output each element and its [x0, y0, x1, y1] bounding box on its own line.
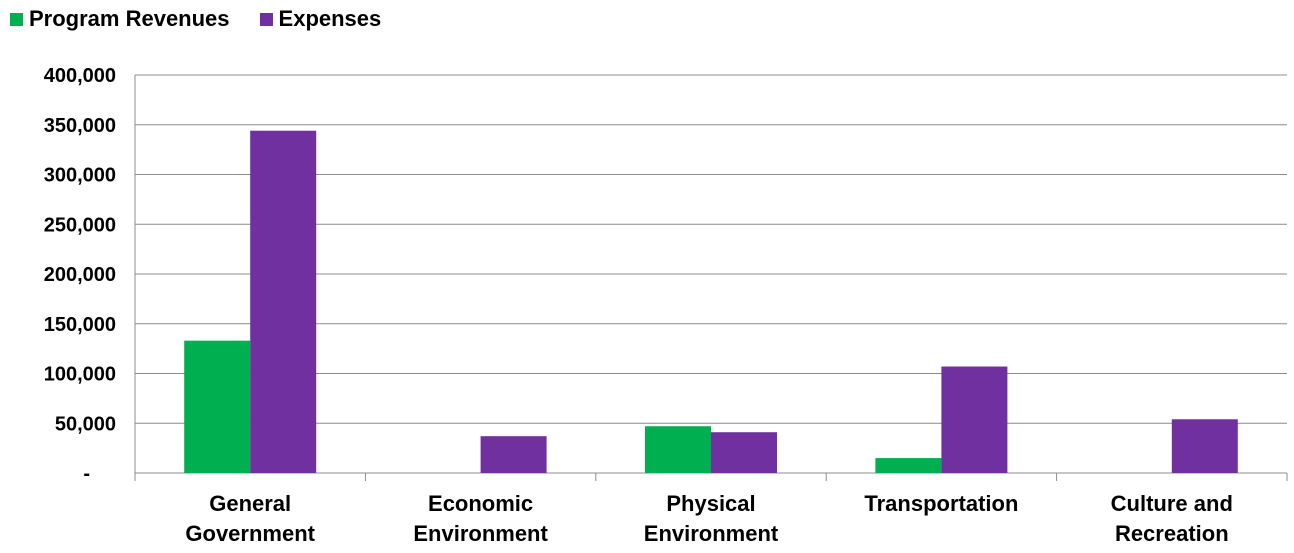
legend-item-expenses: Expenses	[259, 6, 382, 32]
y-tick-label: -	[83, 463, 90, 485]
x-tick-label-line: Economic	[428, 491, 533, 516]
x-tick-label-line: General	[209, 491, 291, 516]
y-tick-label: 300,000	[44, 165, 116, 187]
x-tick-label: Transportation	[864, 491, 1018, 516]
y-tick-label: 200,000	[44, 264, 116, 286]
bar-expenses	[480, 436, 547, 473]
legend-label-expenses: Expenses	[278, 6, 382, 31]
legend-swatch-expenses	[259, 12, 273, 26]
bar-expenses	[1171, 419, 1238, 473]
legend-swatch-program-revenues	[10, 12, 23, 26]
legend: Program Revenues Expenses	[10, 6, 411, 32]
bar-program-revenues	[645, 426, 711, 473]
x-tick-label: Culture and Recreation	[1111, 491, 1233, 546]
x-tick-label-line: Environment	[644, 521, 779, 546]
legend-item-program-revenues: Program Revenues	[10, 6, 230, 32]
bar-program-revenues	[184, 340, 251, 473]
x-tick-label-line: Recreation	[1115, 521, 1229, 546]
legend-label-program-revenues: Program Revenues	[29, 6, 230, 31]
y-tick-label: 400,000	[44, 65, 116, 87]
x-tick-label: Physical Environment	[644, 491, 779, 546]
x-tick-label-line: Transportation	[864, 491, 1018, 516]
bar-program-revenues	[875, 458, 942, 473]
x-tick-label: Economic Environment	[413, 491, 548, 546]
y-tick-label: 250,000	[44, 214, 116, 236]
bar-expenses	[250, 130, 317, 473]
x-tick-label-line: Government	[185, 521, 315, 546]
x-tick-label-line: Culture and	[1111, 491, 1233, 516]
x-tick-label: General Government	[185, 491, 315, 546]
y-tick-label: 100,000	[44, 364, 116, 386]
y-tick-label: 50,000	[55, 413, 116, 435]
y-tick-label: 350,000	[44, 115, 116, 137]
y-tick-label: 150,000	[44, 314, 116, 336]
x-tick-label-line: Physical	[666, 491, 755, 516]
bar-expenses	[711, 432, 777, 473]
x-tick-label-line: Environment	[413, 521, 548, 546]
bar-expenses	[941, 366, 1008, 473]
